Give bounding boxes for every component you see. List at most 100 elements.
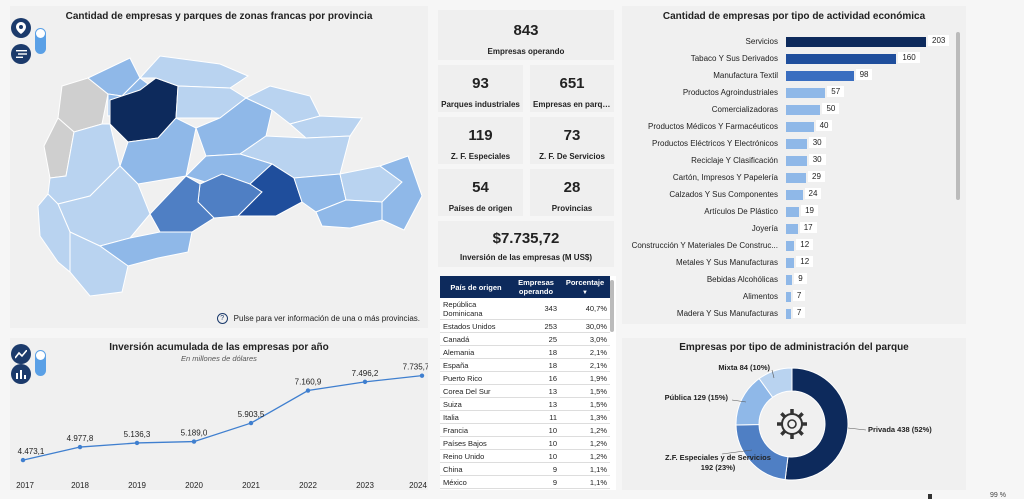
help-icon[interactable]: ? [216, 313, 228, 324]
activity-bar[interactable] [786, 37, 926, 47]
activity-bar-row[interactable]: Tabaco Y Sus Derivados 160 [622, 51, 962, 68]
activity-bar-row[interactable]: Alimentos 7 [622, 289, 962, 306]
table-row[interactable]: Italia 11 1,3% [440, 410, 610, 424]
map-pin-button[interactable] [11, 18, 31, 38]
province-la-romana[interactable] [315, 199, 383, 229]
investment-data-label: 5.136,3 [124, 430, 151, 439]
investment-point[interactable] [362, 379, 368, 385]
activity-bar-value: 30 [808, 154, 826, 165]
cell-pais: Corea Del Sur [440, 384, 512, 398]
activity-bar[interactable] [786, 292, 791, 302]
investment-data-label: 7.160,9 [295, 378, 322, 387]
activity-bar[interactable] [786, 207, 800, 217]
activity-bar[interactable] [786, 224, 798, 234]
admin-chart-panel: Empresas por tipo de administración del … [622, 338, 966, 490]
filter-lines-icon [15, 50, 27, 58]
activity-bar[interactable] [786, 258, 795, 268]
kpi-empresas: 843 Empresas operando [438, 10, 614, 60]
admin-slice-label: Mixta 84 (10%) [718, 363, 770, 372]
investment-line-chart[interactable]: 4.473,1 2017 4.977,8 2018 5.136,3 2019 5.189,0… [10, 338, 428, 490]
activity-bar-row[interactable]: Madera Y Sus Manufacturas 7 [622, 306, 962, 323]
admin-donut-slice[interactable] [758, 367, 793, 398]
table-row[interactable]: República Dominicana 343 40,7% [440, 298, 610, 320]
table-row[interactable]: Puerto Rico 16 1,9% [440, 371, 610, 385]
investment-point[interactable] [419, 373, 425, 378]
investment-point[interactable] [305, 388, 311, 393]
activity-bar-row[interactable]: Productos Eléctricos Y Electrónicos 30 [622, 136, 962, 153]
admin-donut-chart[interactable]: Privada 438 (52%) Z.F. Especiales y de Se… [622, 338, 966, 490]
admin-donut-slice[interactable] [784, 367, 849, 481]
province-azua[interactable] [98, 231, 193, 267]
bar-chart-button[interactable] [11, 364, 31, 384]
activity-bar-row[interactable]: Productos Agroindustriales 57 [622, 85, 962, 102]
line-chart-button[interactable] [11, 344, 31, 364]
activity-bar-row[interactable]: Reciclaje Y Clasificación 30 [622, 153, 962, 170]
activity-bar-row[interactable]: Artículos De Plástico 19 [622, 204, 962, 221]
provinces-map[interactable] [10, 6, 428, 328]
activity-bar[interactable] [786, 88, 826, 98]
sort-desc-icon[interactable]: ▼ [582, 290, 588, 296]
province-santo-domingo[interactable] [236, 163, 303, 217]
activity-bar-row[interactable]: Cartón, Impresos Y Papelería 29 [622, 170, 962, 187]
activity-bar-row[interactable]: Construcción Y Materiales De Construc...… [622, 238, 962, 255]
activity-bar[interactable] [786, 156, 807, 166]
cell-pais: Puerto Rico [440, 371, 512, 385]
province-puerto-plata[interactable] [138, 55, 250, 89]
activity-bar[interactable] [786, 54, 897, 64]
map-hint-text: Pulse para ver información de una o más … [233, 314, 420, 323]
cell-pais: España [440, 358, 512, 372]
activity-bar-label: Tabaco Y Sus Derivados [690, 54, 778, 63]
activity-bar-row[interactable]: Manufactura Textil 98 [622, 68, 962, 85]
activity-bar-row[interactable]: Metales Y Sus Manufacturas 12 [622, 255, 962, 272]
activity-bar[interactable] [786, 71, 854, 81]
table-row[interactable]: Estados Unidos 253 30,0% [440, 319, 610, 333]
investment-line [22, 375, 423, 461]
activity-bar-row[interactable]: Calzados Y Sus Componentes 24 [622, 187, 962, 204]
investment-point[interactable] [191, 439, 197, 444]
activity-bar-row[interactable]: Bebidas Alcohólicas 9 [622, 272, 962, 289]
table-row[interactable]: China 9 1,1% [440, 462, 610, 476]
province-la-altagracia[interactable] [378, 155, 423, 231]
activity-bar[interactable] [786, 190, 803, 200]
activity-bar[interactable] [786, 173, 806, 183]
activity-bar[interactable] [786, 275, 793, 285]
investment-point[interactable] [248, 420, 254, 426]
table-row[interactable]: Canadá 25 3,0% [440, 332, 610, 346]
table-row[interactable]: México 9 1,1% [440, 475, 610, 489]
activity-bar[interactable] [786, 105, 821, 115]
zoom-level[interactable]: 99 % [990, 492, 1006, 499]
table-row[interactable]: Corea Del Sur 13 1,5% [440, 384, 610, 398]
admin-leader-line [721, 449, 753, 455]
table-row[interactable]: España 18 2,1% [440, 358, 610, 372]
activity-scrollbar[interactable] [956, 32, 960, 200]
activity-bar[interactable] [786, 122, 814, 132]
investment-point[interactable] [77, 444, 83, 450]
activity-bar-row[interactable]: Productos Médicos Y Farmacéuticos 40 [622, 119, 962, 136]
investment-point[interactable] [134, 440, 140, 446]
province-pedernales[interactable] [37, 193, 71, 274]
table-row[interactable]: Francia 10 1,2% [440, 423, 610, 437]
investment-point[interactable] [20, 457, 26, 463]
col-pais[interactable]: País de origen [440, 276, 512, 298]
chart-toggle[interactable] [35, 350, 46, 376]
activity-bar[interactable] [786, 241, 795, 251]
table-row[interactable]: Reino Unido 10 1,2% [440, 449, 610, 463]
filter-button[interactable] [11, 44, 31, 64]
table-scrollbar[interactable] [610, 280, 614, 332]
activity-bar[interactable] [786, 309, 791, 319]
col-empresas[interactable]: Empresas operando [512, 276, 560, 298]
map-toggle[interactable] [35, 28, 46, 54]
activity-bar[interactable] [786, 139, 807, 149]
table-row[interactable]: Suiza 13 1,5% [440, 397, 610, 411]
col-porcentaje[interactable]: Porcentaje ▼ [560, 276, 610, 298]
activity-bar-row[interactable]: Comercializadoras 50 [622, 102, 962, 119]
activity-bar-row[interactable]: Joyería 17 [622, 221, 962, 238]
province-samana[interactable] [288, 115, 363, 139]
zoom-minus-icon[interactable] [928, 494, 932, 499]
cell-empresas: 10 [512, 449, 560, 463]
activity-bar-row[interactable]: Servicios 203 [622, 34, 962, 51]
table-row[interactable]: Países Bajos 10 1,2% [440, 436, 610, 450]
table-row[interactable]: Alemania 18 2,1% [440, 345, 610, 359]
cell-porcentaje: 1,5% [560, 384, 610, 398]
kpi-zf-especiales-value: 119 [468, 127, 493, 144]
